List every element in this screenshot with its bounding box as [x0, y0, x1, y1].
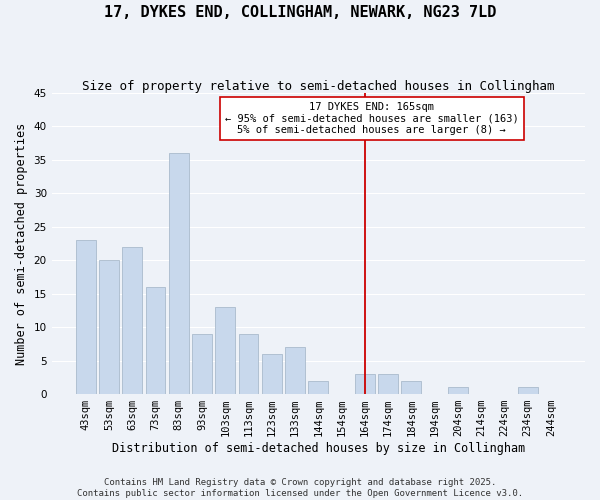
Bar [239, 334, 259, 394]
Bar [76, 240, 95, 394]
Bar [448, 388, 468, 394]
Text: 17, DYKES END, COLLINGHAM, NEWARK, NG23 7LD: 17, DYKES END, COLLINGHAM, NEWARK, NG23 … [104, 5, 496, 20]
Bar [355, 374, 375, 394]
Bar [378, 374, 398, 394]
Title: Size of property relative to semi-detached houses in Collingham: Size of property relative to semi-detach… [82, 80, 554, 93]
Y-axis label: Number of semi-detached properties: Number of semi-detached properties [15, 122, 28, 364]
Text: Contains HM Land Registry data © Crown copyright and database right 2025.
Contai: Contains HM Land Registry data © Crown c… [77, 478, 523, 498]
Bar [308, 380, 328, 394]
Bar [169, 153, 188, 394]
Bar [401, 380, 421, 394]
Bar [192, 334, 212, 394]
Bar [99, 260, 119, 394]
Text: 17 DYKES END: 165sqm
← 95% of semi-detached houses are smaller (163)
5% of semi-: 17 DYKES END: 165sqm ← 95% of semi-detac… [225, 102, 518, 135]
Bar [285, 347, 305, 394]
Bar [518, 388, 538, 394]
Bar [122, 247, 142, 394]
Bar [262, 354, 282, 394]
X-axis label: Distribution of semi-detached houses by size in Collingham: Distribution of semi-detached houses by … [112, 442, 525, 455]
Bar [215, 307, 235, 394]
Bar [146, 287, 166, 394]
